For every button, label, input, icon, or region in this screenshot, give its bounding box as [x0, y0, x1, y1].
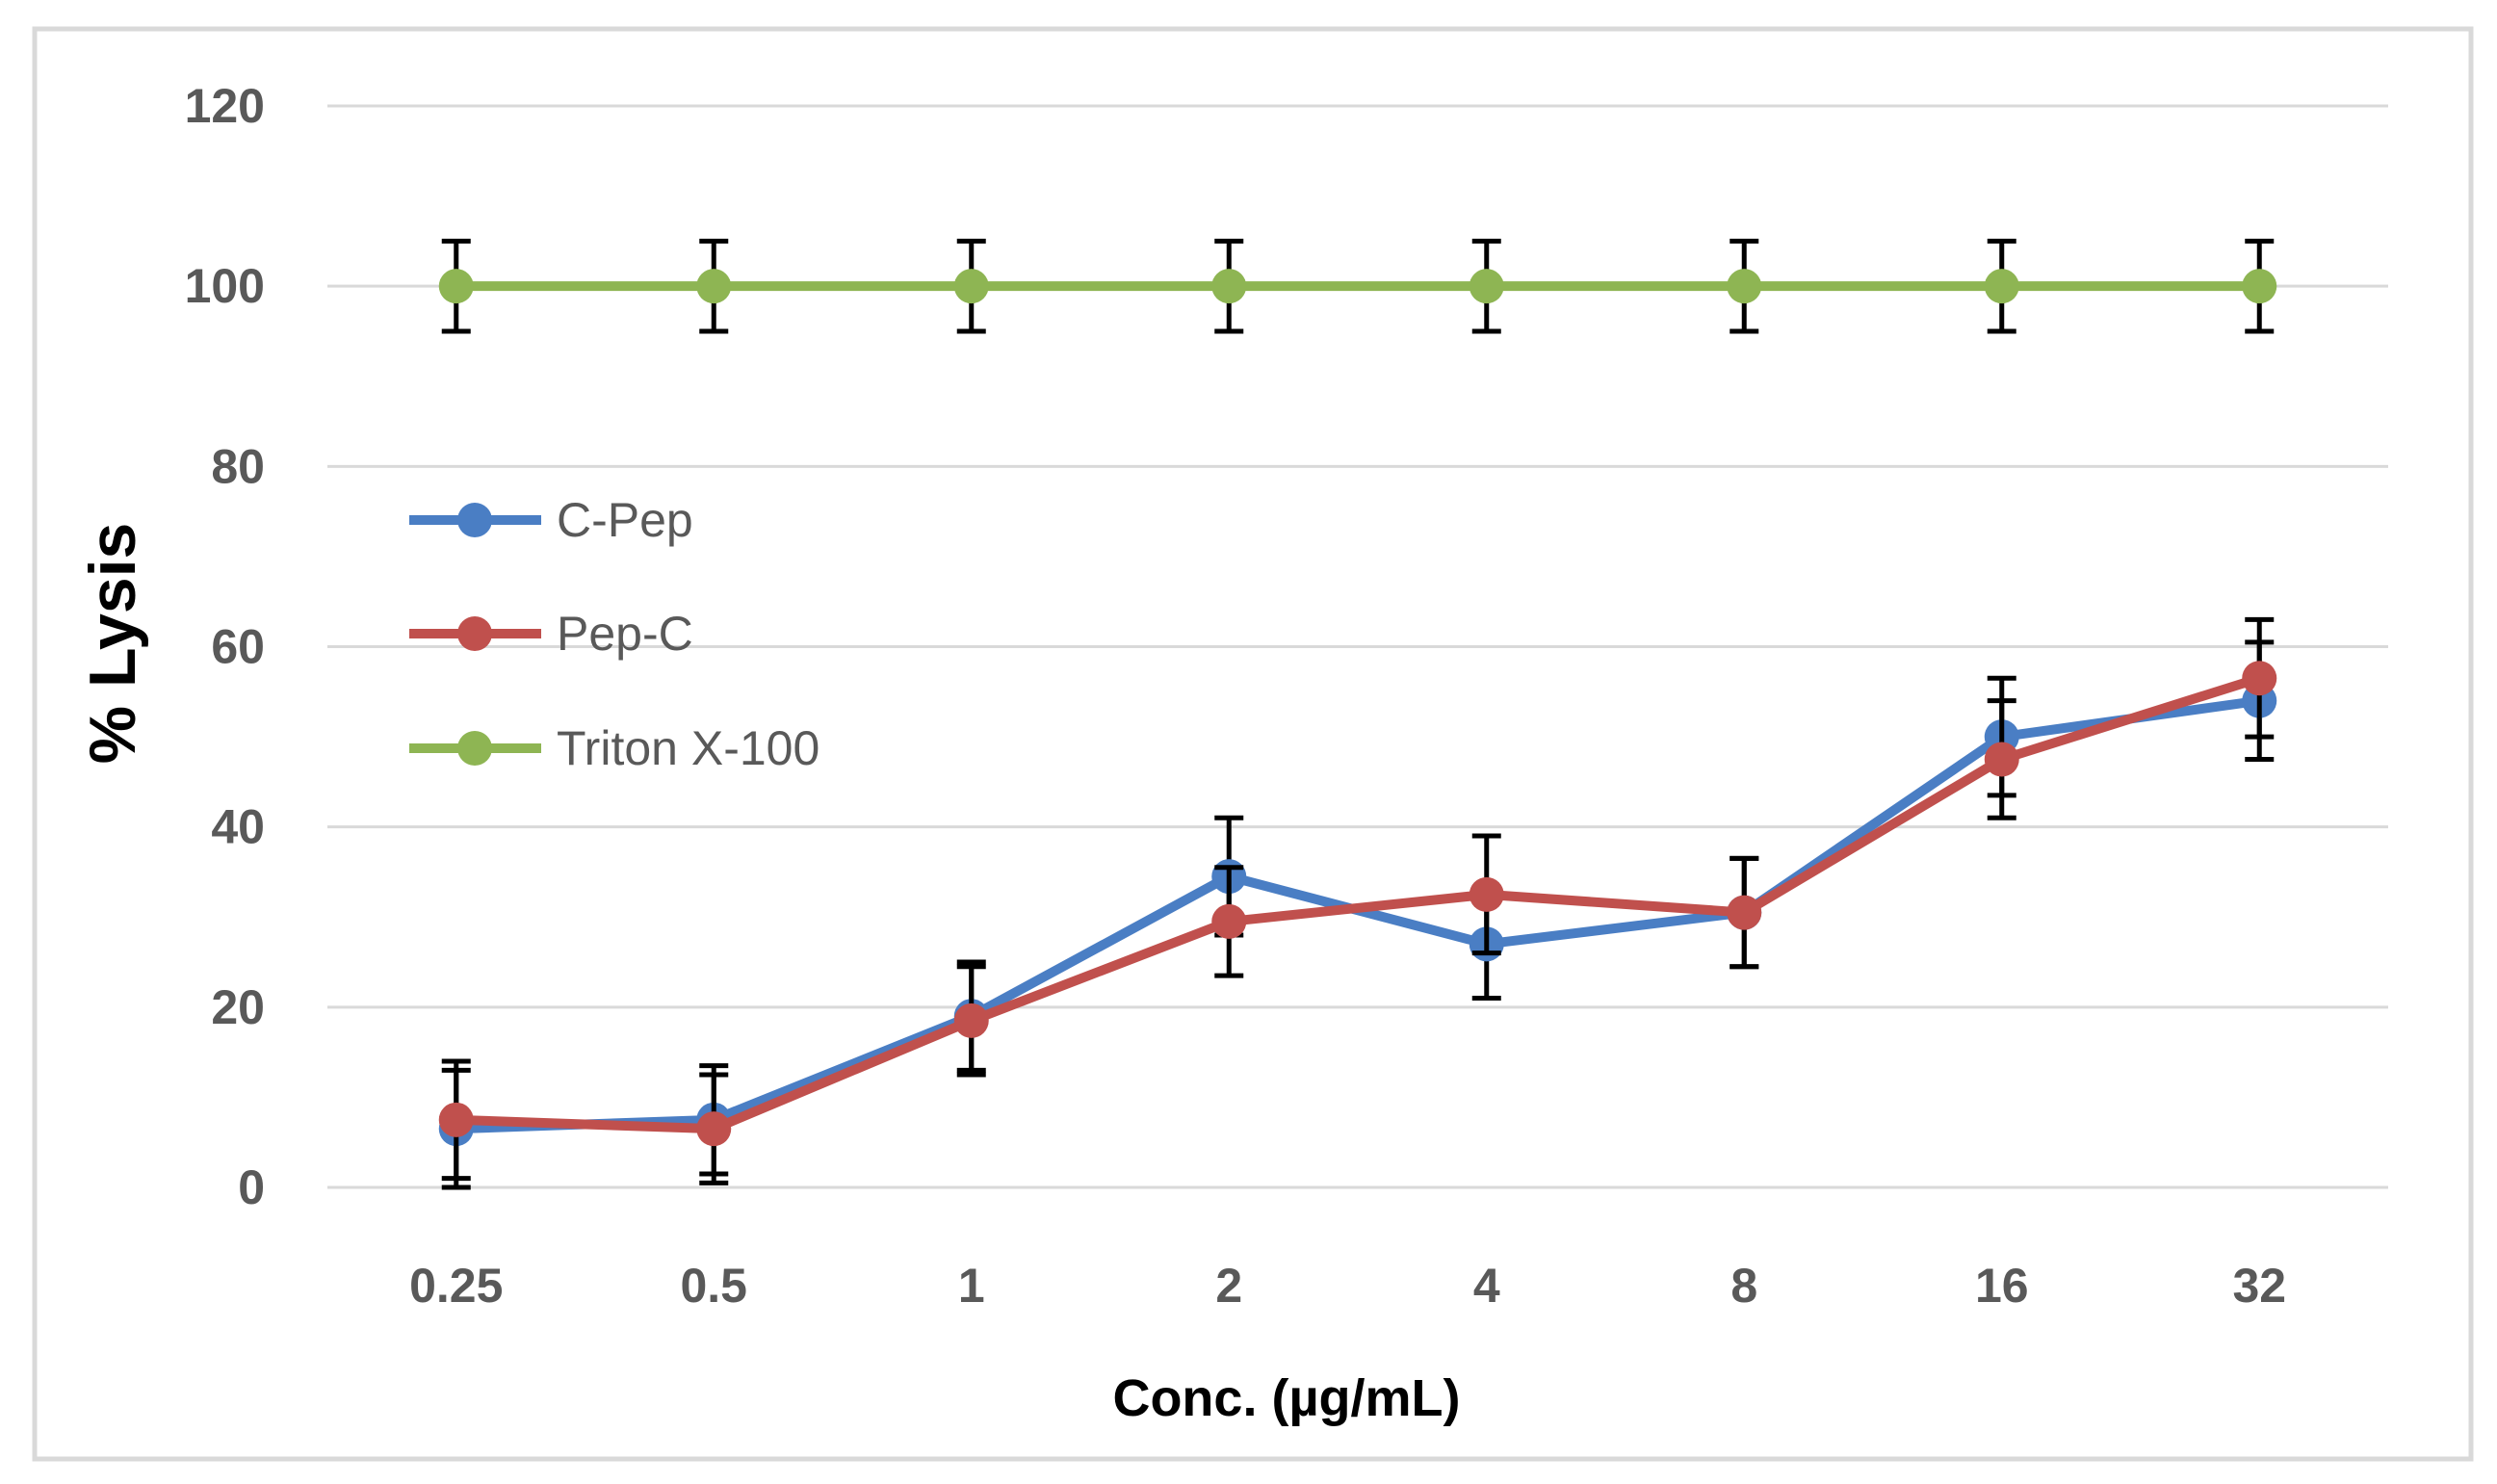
- data-point: [438, 1102, 474, 1137]
- y-tick-label: 100: [185, 259, 265, 313]
- data-point: [953, 1002, 989, 1038]
- series-pep-c: [438, 616, 2277, 1185]
- data-point: [1984, 269, 2019, 304]
- data-point: [696, 269, 732, 304]
- data-point: [1727, 269, 1762, 304]
- data-point: [1469, 876, 1504, 912]
- legend-label: Pep-C: [557, 607, 693, 661]
- legend-marker: [457, 503, 492, 537]
- data-point: [438, 269, 474, 304]
- data-point: [953, 269, 989, 304]
- y-tick-label: 120: [185, 79, 265, 133]
- data-point: [2242, 661, 2277, 696]
- data-point: [1984, 742, 2019, 777]
- legend-entry: C-Pep: [409, 493, 693, 547]
- series-triton-x-100: [438, 238, 2277, 334]
- data-point: [1469, 269, 1504, 304]
- x-tick-label: 8: [1730, 1259, 1757, 1313]
- legend-marker: [457, 616, 492, 651]
- legend-label: C-Pep: [557, 493, 693, 547]
- y-axis-tick-labels: 0 20 40 60 80 100 120: [185, 79, 265, 1214]
- legend-entry: Pep-C: [409, 607, 693, 661]
- x-tick-label: 32: [2232, 1259, 2286, 1313]
- y-axis-title: % Lysis: [76, 523, 149, 765]
- x-axis-title: Conc. (µg/mL): [1112, 1369, 1460, 1427]
- x-tick-label: 0.25: [409, 1259, 503, 1313]
- data-point: [2242, 269, 2277, 304]
- data-point: [1727, 895, 1762, 930]
- legend-entry: Triton X-100: [409, 721, 819, 775]
- x-tick-label: 4: [1473, 1259, 1500, 1313]
- data-point: [1211, 903, 1247, 939]
- x-tick-label: 0.5: [680, 1259, 747, 1313]
- x-tick-label: 16: [1975, 1259, 2029, 1313]
- chart-border: [32, 26, 2474, 1462]
- data-series: [438, 238, 2277, 1190]
- series-line: [455, 673, 2261, 1134]
- data-point: [696, 1111, 732, 1147]
- y-tick-label: 40: [211, 800, 265, 854]
- legend-label: Triton X-100: [557, 721, 819, 775]
- y-tick-label: 0: [238, 1160, 265, 1214]
- legend-marker: [457, 731, 492, 766]
- y-tick-label: 80: [211, 439, 265, 493]
- x-axis-tick-labels: 0.25 0.5 1 2 4 8 16 32: [409, 1259, 2286, 1313]
- data-point: [1211, 269, 1247, 304]
- y-tick-label: 60: [211, 620, 265, 674]
- x-tick-label: 1: [958, 1259, 985, 1313]
- x-tick-label: 2: [1215, 1259, 1242, 1313]
- y-tick-label: 20: [211, 980, 265, 1034]
- legend: C-Pep Pep-C Triton X-100: [409, 493, 819, 775]
